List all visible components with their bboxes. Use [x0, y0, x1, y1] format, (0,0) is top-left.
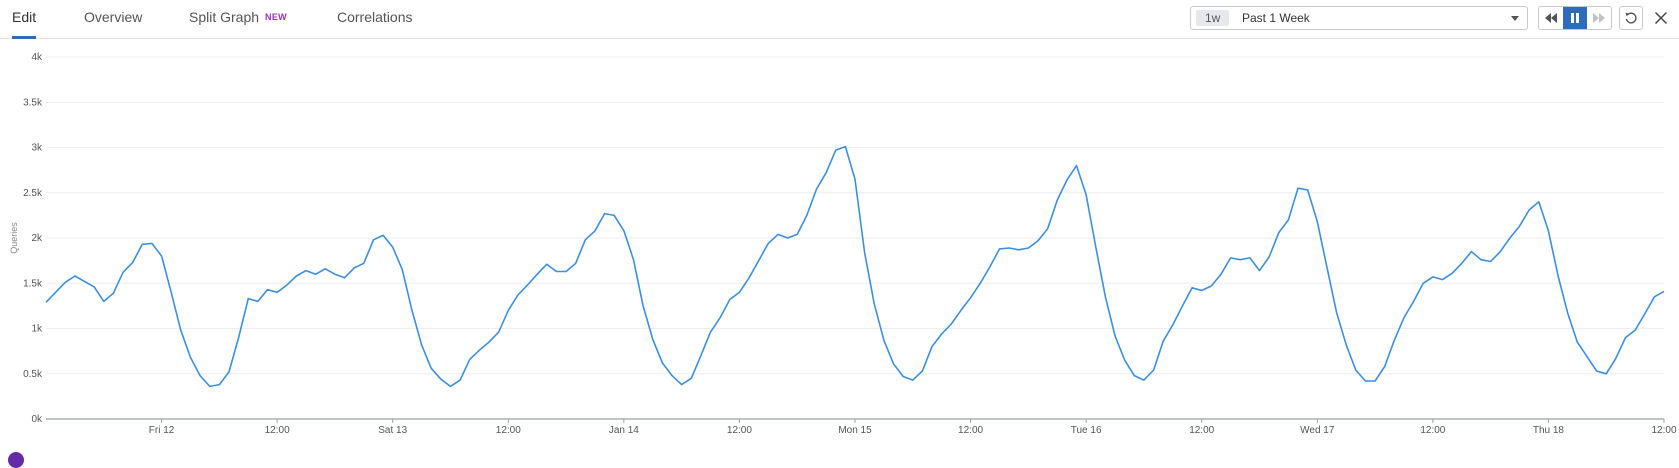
time-range-label: Past 1 Week: [1242, 11, 1310, 25]
time-range-short: 1w: [1196, 10, 1230, 26]
pause-button[interactable]: [1563, 7, 1587, 29]
tab-split-graph-label: Split Graph: [189, 9, 260, 25]
timeseries-chart: 0k 0.5k 1k 1.5k 2k 2.5k 3k 3.5k 4k Fri 12 12:00 Sat…: [9, 52, 1677, 436]
reset-button[interactable]: [1619, 6, 1643, 30]
y-tick-label: 1k: [31, 324, 43, 335]
x-tick-label: 12:00: [265, 425, 290, 436]
x-tick-label: Sat 13: [378, 425, 407, 436]
tab-edit[interactable]: Edit: [12, 9, 37, 39]
fast-forward-button[interactable]: [1587, 7, 1611, 29]
rewind-button[interactable]: [1539, 7, 1563, 29]
x-tick-label: Tue 16: [1071, 425, 1102, 436]
y-tick-label: 4k: [31, 52, 43, 63]
y-tick-label: 2k: [31, 233, 43, 244]
new-badge: NEW: [265, 12, 287, 22]
pause-icon: [1571, 13, 1579, 23]
y-tick-label: 2.5k: [23, 188, 43, 199]
x-tick-label: 12:00: [958, 425, 983, 436]
x-tick-label: Fri 12: [149, 425, 175, 436]
avatar-icon: [8, 452, 24, 468]
x-tick-label: 12:00: [1420, 425, 1445, 436]
series-line-0: [45, 145, 1665, 388]
tab-overview[interactable]: Overview: [84, 9, 142, 37]
y-tick-label: 3k: [31, 143, 43, 154]
top-bar: Edit Overview Split Graph NEW Correlation…: [0, 0, 1679, 39]
x-tick-label: 12:00: [727, 425, 752, 436]
playback-controls: [1538, 6, 1612, 30]
x-tick-label: 12:00: [496, 425, 521, 436]
fast-forward-icon: [1593, 13, 1605, 23]
y-tick-label: 3.5k: [23, 97, 43, 108]
y-axis-label: Queries: [9, 222, 19, 254]
tab-correlations-label: Correlations: [337, 9, 413, 25]
tab-edit-label: Edit: [12, 9, 37, 25]
chevron-down-icon: [1511, 16, 1519, 21]
close-icon: [1654, 11, 1668, 25]
reset-icon: [1625, 12, 1637, 24]
x-tick-label: 12:00: [1189, 425, 1214, 436]
time-range-selector[interactable]: 1w Past 1 Week: [1190, 6, 1528, 30]
rewind-icon: [1545, 13, 1557, 23]
y-tick-label: 1.5k: [23, 278, 43, 289]
close-button[interactable]: [1652, 9, 1670, 27]
y-tick-label: 0.5k: [23, 369, 43, 380]
tab-correlations[interactable]: Correlations: [337, 9, 412, 37]
x-tick-label: Jan 14: [609, 425, 639, 436]
tab-overview-label: Overview: [84, 9, 143, 25]
tab-split-graph[interactable]: Split Graph NEW: [189, 9, 287, 37]
y-tick-label: 0k: [31, 414, 43, 425]
x-tick-label: 12:00: [1651, 425, 1676, 436]
x-tick-label: Wed 17: [1300, 425, 1335, 436]
x-tick-label: Thu 18: [1533, 425, 1565, 436]
x-tick-label: Mon 15: [838, 425, 872, 436]
